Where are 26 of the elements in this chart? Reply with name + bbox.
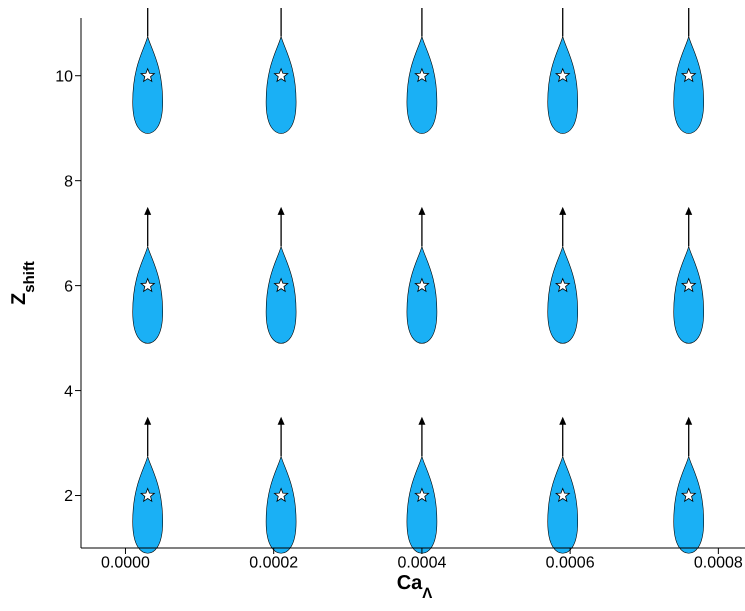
point: [140, 278, 155, 292]
point: [682, 488, 696, 502]
y-tick-label: 10: [55, 68, 74, 86]
x-tick-label: 0.0002: [249, 554, 298, 572]
y-tick-label: 8: [64, 173, 74, 190]
y-tick-label: 6: [64, 278, 74, 296]
point: [274, 488, 288, 502]
point: [140, 68, 155, 82]
x-tick-label: 0.0004: [397, 554, 446, 572]
y-tick-label: 4: [64, 383, 74, 400]
point: [414, 278, 429, 292]
point: [414, 68, 429, 82]
point: [556, 278, 570, 292]
point: [274, 68, 288, 82]
point: [556, 68, 570, 82]
x-tick-label: 0.0000: [101, 554, 150, 572]
x-tick-label: 0.0008: [694, 554, 743, 572]
point: [682, 68, 696, 82]
point: [274, 278, 288, 292]
y-tick-label: 2: [64, 488, 74, 506]
point: [414, 488, 429, 502]
point: [682, 278, 696, 292]
x-axis-title: Ca$_{Λ}$: [396, 572, 432, 602]
point: [140, 488, 155, 502]
x-tick-label: 0.0006: [546, 554, 595, 572]
point: [556, 488, 570, 502]
